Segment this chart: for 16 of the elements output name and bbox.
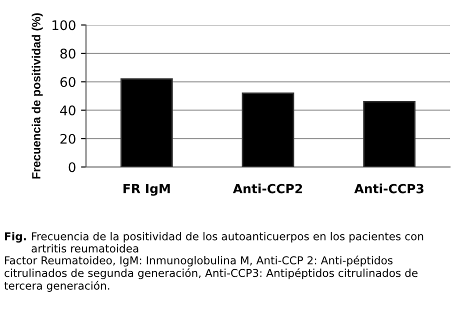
text: Frecuencia de la positividad de los autoanticuerpos en los pacientes con artritis reumatoidea bbox=[32, 232, 424, 253]
x-tick-label: Anti-CCP3 bbox=[354, 184, 424, 194]
y-tick-label: 0 bbox=[68, 162, 76, 172]
y-tick-label: 80 bbox=[60, 48, 76, 59]
y-axis-title: Frecuencia de positividad (%) bbox=[32, 13, 43, 179]
x-tick-label: FR IgM bbox=[124, 184, 170, 196]
bar bbox=[120, 78, 173, 167]
y-tick-label: 60 bbox=[60, 77, 76, 87]
x-tick-label: Anti-CCP2 bbox=[232, 184, 302, 194]
bar bbox=[363, 100, 416, 167]
text: Factor Reumatoideo, IgM: Inmunoglobulina M, Anti-CCP 2: Anti-péptidos citrulinados de segunda generación, Anti-CCP3: Antipéptidos citrulinados de tercera generación. bbox=[4, 256, 418, 292]
text: Fig. bbox=[4, 232, 26, 243]
y-tick-label: 20 bbox=[60, 134, 76, 144]
y-tick-label: 100 bbox=[52, 20, 76, 30]
y-tick-label: 40 bbox=[60, 105, 76, 116]
bar bbox=[242, 92, 294, 167]
